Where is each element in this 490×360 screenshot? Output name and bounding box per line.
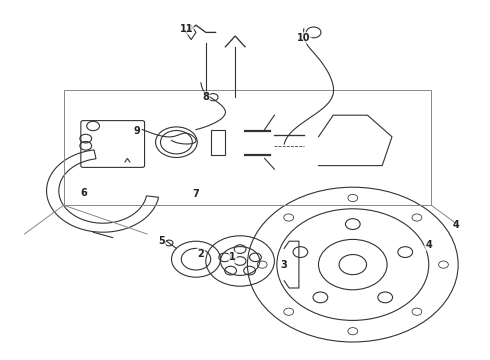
Bar (211, 130, 225, 155)
Text: 11: 11 (179, 24, 193, 34)
Text: 9: 9 (134, 126, 141, 136)
Text: 5: 5 (158, 236, 165, 246)
Text: 10: 10 (297, 33, 311, 43)
Text: 1: 1 (229, 252, 236, 262)
Text: 4: 4 (452, 220, 459, 230)
Text: 3: 3 (281, 260, 288, 270)
Text: 2: 2 (197, 249, 204, 259)
Text: 4: 4 (425, 240, 432, 250)
Text: 6: 6 (80, 188, 87, 198)
Text: 7: 7 (193, 189, 199, 199)
Text: 8: 8 (202, 92, 209, 102)
